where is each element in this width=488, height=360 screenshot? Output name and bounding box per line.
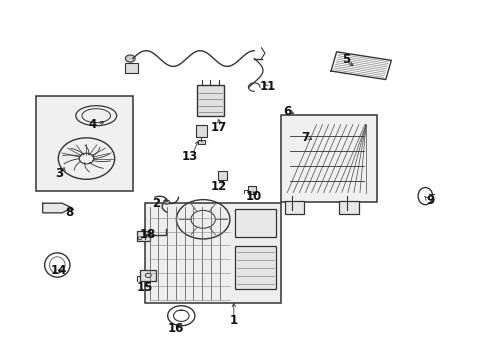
Bar — [198, 140, 204, 144]
Bar — [196, 125, 206, 137]
Text: 6: 6 — [283, 105, 291, 118]
Bar — [36, 96, 132, 192]
Text: 1: 1 — [229, 314, 237, 327]
Bar — [285, 202, 304, 214]
Text: 10: 10 — [245, 190, 262, 203]
Text: 16: 16 — [167, 322, 183, 335]
Text: 3: 3 — [55, 167, 62, 180]
Text: 14: 14 — [50, 264, 67, 276]
Bar — [234, 208, 276, 237]
Text: 5: 5 — [342, 53, 350, 66]
Text: 18: 18 — [140, 228, 156, 241]
Bar — [248, 186, 256, 194]
Text: 17: 17 — [211, 121, 227, 134]
Bar — [136, 231, 150, 241]
Text: 7: 7 — [301, 131, 309, 144]
Bar — [197, 85, 224, 116]
Circle shape — [163, 200, 169, 204]
Bar — [281, 114, 376, 202]
Text: 9: 9 — [425, 194, 433, 207]
Text: 8: 8 — [65, 206, 73, 219]
Text: 4: 4 — [88, 118, 97, 131]
Bar — [140, 270, 156, 281]
Text: 15: 15 — [136, 282, 153, 294]
Text: 11: 11 — [259, 80, 275, 93]
Bar — [125, 63, 137, 73]
Circle shape — [125, 55, 135, 62]
Text: 2: 2 — [152, 197, 160, 210]
Bar — [144, 203, 281, 303]
Bar — [339, 202, 358, 214]
Text: 12: 12 — [211, 180, 227, 193]
Polygon shape — [42, 203, 72, 213]
Bar — [234, 246, 276, 289]
Bar — [218, 171, 226, 180]
Text: 13: 13 — [182, 150, 198, 163]
